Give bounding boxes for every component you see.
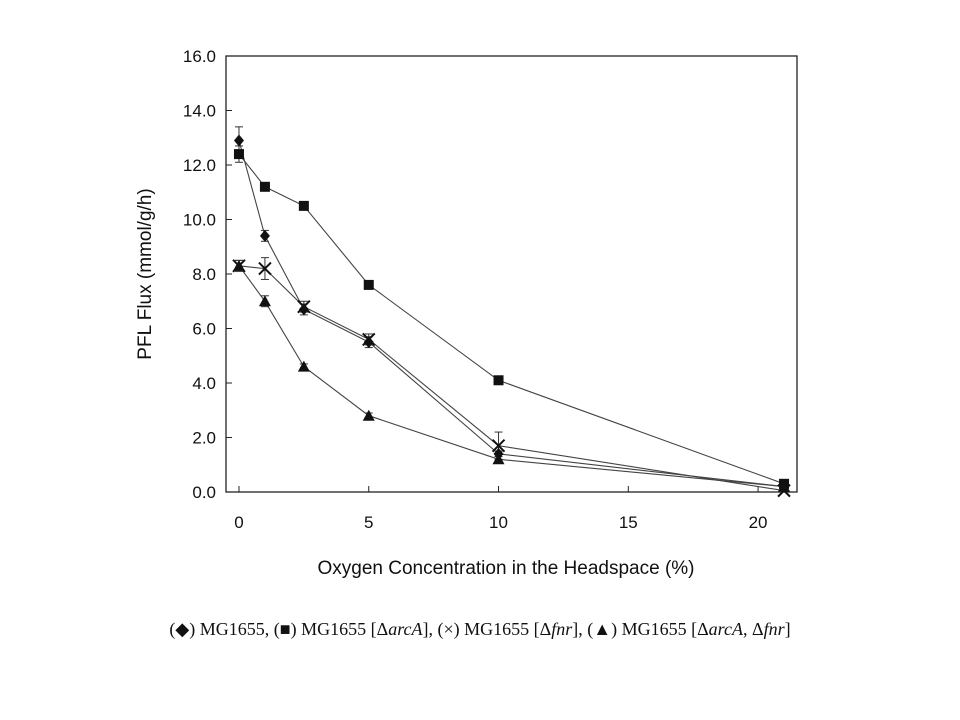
caption-segment: arcA: [388, 619, 423, 639]
series-lines: [238, 140, 785, 492]
caption-segment: fnr: [551, 619, 573, 639]
y-tick-label: 12.0: [183, 156, 216, 175]
x-tick-label: 0: [234, 513, 243, 532]
square-marker: [233, 149, 244, 160]
caption-segment: ]: [784, 619, 791, 639]
caption-segment: ) MG1655 [Δ: [290, 619, 389, 639]
error-bars: [234, 126, 789, 493]
y-axis-ticks: 0.0 2.0 4.0 6.0 8.0 10.0 12.0 14.0 16.0: [183, 47, 232, 502]
caption-segment: fnr: [763, 619, 785, 639]
y-axis-title: PFL Flux (mmol/g/h): [135, 188, 156, 359]
triangle-marker: [778, 480, 791, 492]
x-tick-label: 15: [619, 513, 638, 532]
x-marker-stroke: [362, 332, 376, 347]
series-line-diamond: [238, 140, 785, 488]
caption-segment: ◆: [175, 619, 190, 639]
caption-segment: ], (: [572, 619, 594, 639]
x-tick-label: 5: [364, 513, 373, 532]
triangle-marker: [297, 360, 310, 372]
y-tick-label: 16.0: [183, 47, 216, 66]
triangle-marker: [492, 453, 505, 465]
x-marker: [362, 332, 376, 347]
x-axis-ticks: 0 5 10 15 20: [234, 486, 768, 532]
square-marker: [259, 181, 270, 192]
y-tick-label: 14.0: [183, 102, 216, 121]
diamond-marker: [233, 134, 244, 147]
x-marker: [297, 299, 311, 314]
caption-segment: ■: [279, 619, 291, 639]
x-marker-stroke: [491, 438, 506, 453]
diamond-marker: [363, 336, 374, 349]
y-tick-label: 2.0: [192, 429, 216, 448]
x-tick-label: 10: [489, 513, 508, 532]
x-marker: [258, 261, 272, 276]
plot-frame: [225, 55, 798, 493]
square-marker: [363, 279, 374, 290]
triangle-marker: [362, 409, 375, 421]
triangle-marker: [232, 259, 245, 271]
caption-segment: ], (×) MG1655 [Δ: [422, 619, 552, 639]
pfl-flux-chart: 0.0 2.0 4.0 6.0 8.0 10.0 12.0 14.0 16.0 0 5 10 15 20…: [135, 47, 798, 579]
diamond-marker: [298, 303, 309, 316]
caption-segment: arcA: [708, 619, 743, 639]
series-markers: [232, 134, 791, 498]
y-tick-label: 0.0: [192, 483, 216, 502]
caption-segment: (: [169, 619, 176, 639]
y-tick-label: 6.0: [192, 320, 216, 339]
x-marker: [491, 438, 506, 453]
series-line-triangle: [238, 265, 785, 488]
square-marker: [493, 375, 504, 386]
x-marker-stroke: [297, 299, 311, 314]
series-line-square: [238, 153, 785, 485]
series-line-x: [238, 265, 785, 492]
triangle-marker: [258, 295, 271, 307]
square-marker: [298, 200, 309, 211]
caption-segment: ) MG1655 [Δ: [611, 619, 709, 639]
x-marker-stroke: [258, 261, 272, 276]
y-tick-label: 4.0: [192, 374, 216, 393]
y-tick-label: 10.0: [183, 211, 216, 230]
x-axis-title: Oxygen Concentration in the Headspace (%…: [317, 558, 694, 579]
x-tick-label: 20: [749, 513, 768, 532]
y-tick-label: 8.0: [192, 265, 216, 284]
caption-segment: ▲: [593, 619, 612, 639]
figure-caption: (◆) MG1655, (■) MG1655 [ΔarcA], (×) MG16…: [0, 619, 960, 640]
diamond-marker: [259, 229, 270, 242]
caption-segment: , Δ: [743, 619, 764, 639]
caption-segment: ) MG1655, (: [189, 619, 280, 639]
